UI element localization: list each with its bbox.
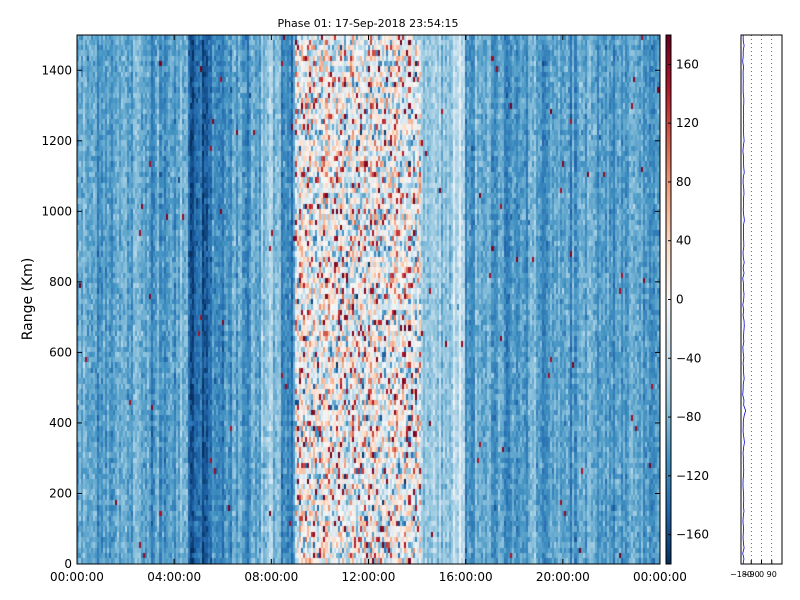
profile-x-tick-label: −180 — [730, 570, 752, 579]
colorbar-tick-label: −40 — [676, 351, 701, 365]
x-tick-label: 12:00:00 — [342, 570, 396, 584]
profile-grid — [740, 35, 773, 564]
phase-heatmap — [77, 35, 660, 564]
x-tick-label: 00:00:00 — [50, 570, 104, 584]
colorbar-tick-label: −160 — [676, 528, 709, 542]
profile-x-ticks: −180−90 0 90 — [730, 560, 777, 579]
colorbar-tick-label: 160 — [676, 57, 699, 71]
profile-line — [742, 34, 747, 565]
profile-x-tick-label: −90 — [743, 570, 760, 579]
colorbar-tick-label: 80 — [676, 175, 691, 189]
y-axis-ticks: 0 200 400 600 800 1000 1200 1400 — [41, 63, 660, 571]
y-tick-label: 600 — [49, 345, 72, 359]
colorbar-tick-label: 0 — [676, 293, 684, 307]
y-tick-label: 1400 — [41, 63, 72, 77]
y-tick-label: 1200 — [41, 134, 72, 148]
y-axis-label: Range (Km) — [20, 258, 36, 341]
profile-x-tick-label: 90 — [767, 570, 777, 579]
y-tick-label: 400 — [49, 416, 72, 430]
x-tick-label: 16:00:00 — [439, 570, 493, 584]
heatmap-frame — [76, 34, 661, 565]
profile-x-tick-label: 0 — [759, 570, 764, 579]
y-tick-label: 1000 — [41, 204, 72, 218]
colorbar-tick-label: −120 — [676, 469, 709, 483]
y-tick-label: 800 — [49, 275, 72, 289]
colorbar-tick-label: 40 — [676, 234, 691, 248]
x-axis-ticks: 00:00:00 04:00:00 08:00:00 12:00:00 16:00:00… — [50, 35, 687, 584]
x-tick-label: 00:00:00 — [633, 570, 687, 584]
y-tick-label: 200 — [49, 486, 72, 500]
x-tick-label: 04:00:00 — [147, 570, 201, 584]
colorbar-ticks: 160 120 80 40 0 −40 −80 −120 −160 — [668, 57, 709, 542]
x-tick-label: 08:00:00 — [244, 570, 298, 584]
colorbar-tick-label: 120 — [676, 116, 699, 130]
chart-title: Phase 01: 17-Sep-2018 23:54:15 — [277, 17, 458, 30]
x-tick-label: 20:00:00 — [536, 570, 590, 584]
colorbar-tick-label: −80 — [676, 410, 701, 424]
y-tick-label: 0 — [64, 557, 72, 571]
